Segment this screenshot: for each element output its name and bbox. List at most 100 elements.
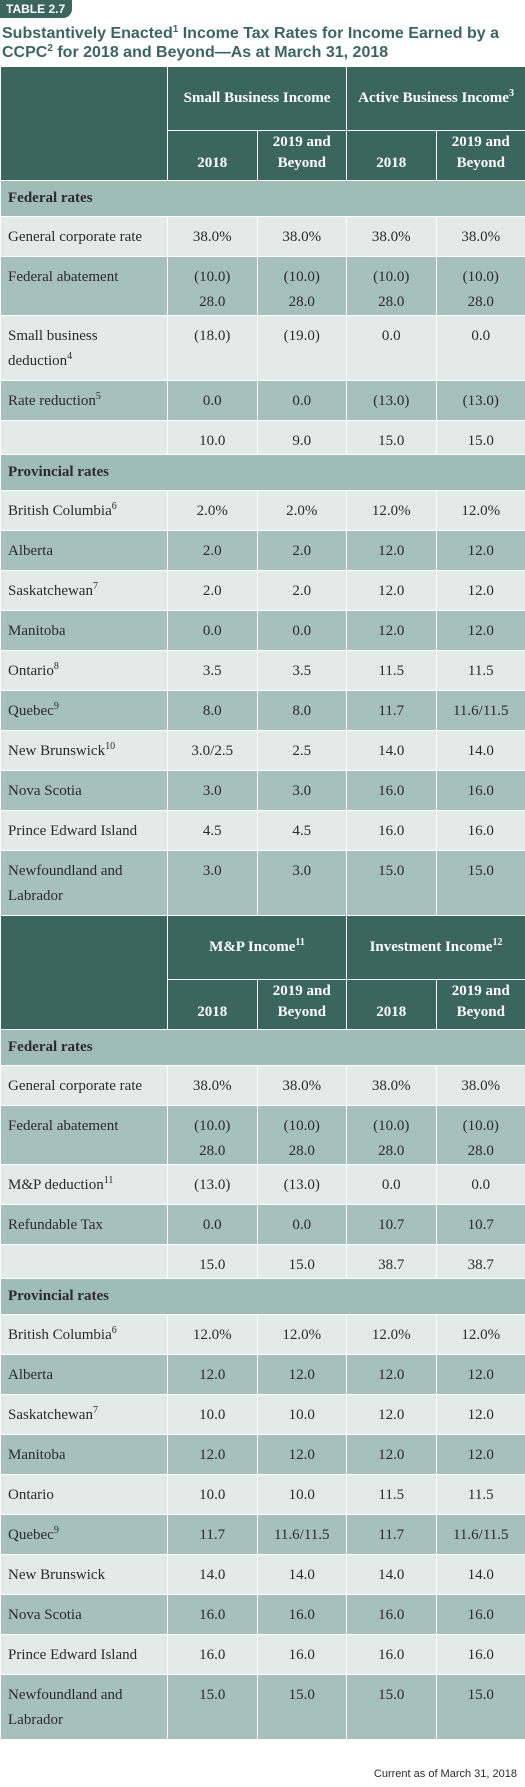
row-label: General corporate rate [0, 1065, 168, 1106]
value-text: 16.0 [378, 783, 405, 799]
row-label-text: Small business deduction [8, 328, 98, 369]
value-text: 14.0 [378, 743, 405, 759]
value-cell: 16.0 [167, 1634, 258, 1675]
value-text: 12.0 [378, 623, 405, 639]
year-header-row: 2018 2019 and Beyond 2018 2019 and Beyond [1, 130, 525, 181]
group-header-2: Active Business Income3 [346, 66, 525, 131]
subtotal-text: 28.0 [378, 294, 405, 310]
table-row: Saskatchewan7 2.0 2.0 12.0 12.0 [0, 570, 525, 611]
value-text: 14.0 [288, 1567, 315, 1583]
value-text: 12.0 [378, 583, 405, 599]
row-label: Newfoundland and Labrador [0, 1674, 168, 1740]
row-label-text: New Brunswick [8, 743, 106, 759]
value-cell: (10.0) 28.0 [346, 256, 437, 316]
value-cell: 16.0 [346, 770, 437, 811]
value-cell: 10.0 [256, 1474, 348, 1515]
value-cell: 0.0 [346, 1164, 437, 1205]
row-label: Manitoba [0, 1434, 168, 1475]
value-cell: 0.0 [256, 1204, 348, 1245]
value-cell: 9.0 [256, 420, 348, 455]
row-label-text: Refundable Tax [8, 1217, 103, 1233]
table-row: Federal abatement (10.0) 28.0 (10.0) 28.0 (10… [0, 1105, 525, 1165]
row-label: Manitoba [0, 610, 168, 651]
value-cell: 38.7 [435, 1244, 525, 1279]
row-label [0, 1244, 168, 1279]
group-header-1: Small Business Income [166, 66, 348, 131]
value-cell: 2.0% [256, 490, 348, 531]
row-label-text: Alberta [8, 1367, 53, 1383]
value-cell: 38.0% [346, 1065, 437, 1106]
value-text: 16.0 [378, 823, 405, 839]
value-text: 38.0% [461, 229, 501, 245]
value-cell: 15.0 [346, 850, 437, 916]
table-row: Small business deduction4 (18.0) (19.0) 0.0… [0, 315, 525, 381]
table-row: Ontario8 3.5 3.5 11.5 11.5 [0, 650, 525, 691]
row-label: Nova Scotia [0, 770, 168, 811]
value-cell: 11.7 [167, 1514, 258, 1555]
section-title: Provincial rates [0, 1278, 525, 1315]
value-cell: 0.0 [435, 1164, 525, 1205]
row-label: Saskatchewan7 [0, 570, 168, 611]
table-row: Manitoba 0.0 0.0 12.0 12.0 [0, 610, 525, 651]
footnote-marker: 6 [111, 1325, 117, 1336]
row-label: Ontario [0, 1474, 168, 1515]
row-label-text: Manitoba [8, 1447, 66, 1463]
value-cell: 11.5 [435, 1474, 525, 1515]
value-text: (13.0) [462, 393, 499, 409]
value-cell: 15.0 [167, 1244, 258, 1279]
value-cell: 0.0 [167, 380, 258, 421]
tax-rates-table: Small Business Income Active Business Inc… [0, 66, 525, 1740]
value-text: 9.0 [292, 433, 312, 449]
value-text: 12.0% [371, 503, 411, 519]
value-cell: 3.5 [167, 650, 258, 691]
value-text: 16.0 [199, 1647, 226, 1663]
value-text: 15.0 [378, 863, 405, 879]
value-cell: 2.0 [256, 570, 348, 611]
table-row: Newfoundland and Labrador 15.0 15.0 15.0 15.… [0, 1674, 525, 1740]
value-cell: 8.0 [167, 690, 258, 731]
value-text: 0.0 [381, 1177, 401, 1193]
value-cell: 16.0 [435, 810, 525, 851]
value-text: 2.0% [196, 503, 228, 519]
value-cell: (13.0) [256, 1164, 348, 1205]
value-cell: 2.0 [256, 530, 348, 571]
row-label: Quebec9 [0, 1514, 168, 1555]
table-row: Prince Edward Island 4.5 4.5 16.0 16.0 [0, 810, 525, 851]
row-label: Nova Scotia [0, 1594, 168, 1635]
row-label-text: Manitoba [8, 623, 66, 639]
value-cell: 12.0 [256, 1354, 348, 1395]
value-cell: 16.0 [256, 1634, 348, 1675]
value-cell: 12.0 [435, 1434, 525, 1475]
table-row: Saskatchewan7 10.0 10.0 12.0 12.0 [0, 1394, 525, 1435]
table-row: Refundable Tax 0.0 0.0 10.7 10.7 [0, 1204, 525, 1245]
value-cell: 11.5 [435, 650, 525, 691]
group-header-2: Investment Income12 [346, 915, 525, 980]
value-text: 11.5 [467, 663, 494, 679]
value-cell: (13.0) [435, 380, 525, 421]
row-label: British Columbia6 [0, 490, 168, 531]
value-cell: 11.7 [346, 1514, 437, 1555]
value-text: 11.6/11.5 [273, 1527, 330, 1543]
value-text: 12.0% [192, 1327, 232, 1343]
value-cell: 12.0 [346, 1354, 437, 1395]
value-cell: 38.0% [167, 1065, 258, 1106]
value-text: 15.0 [467, 433, 494, 449]
value-cell: 0.0 [167, 1204, 258, 1245]
value-cell: 12.0% [435, 1314, 525, 1355]
value-cell: 12.0 [435, 570, 525, 611]
section-title: Federal rates [0, 1029, 525, 1066]
value-text: 38.0% [371, 1078, 411, 1094]
value-cell: 16.0 [435, 1594, 525, 1635]
row-label: Prince Edward Island [0, 1634, 168, 1675]
group-header-row: Small Business Income Active Business Inc… [0, 66, 525, 181]
footnote-marker: 9 [53, 1525, 59, 1536]
value-cell: 12.0 [346, 1434, 437, 1475]
value-cell: 16.0 [435, 770, 525, 811]
value-text: 12.0% [461, 503, 501, 519]
value-text: 16.0 [378, 1647, 405, 1663]
col-2018-header: 2018 [167, 130, 258, 181]
row-label-text: Alberta [8, 543, 53, 559]
value-text: 0.0 [202, 1217, 222, 1233]
table-row: Nova Scotia 3.0 3.0 16.0 16.0 [0, 770, 525, 811]
row-label-text: Nova Scotia [8, 783, 82, 799]
